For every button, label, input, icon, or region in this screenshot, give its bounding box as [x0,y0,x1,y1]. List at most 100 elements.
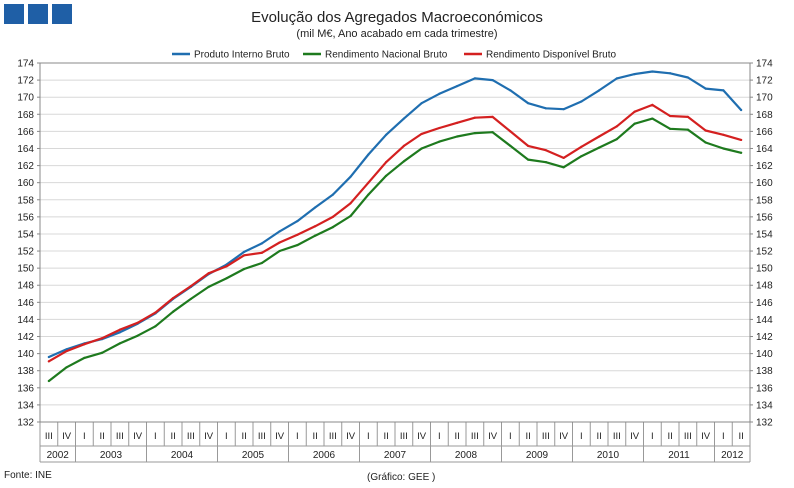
data-point-series-2 [580,155,583,158]
data-point-series-2 [331,226,334,229]
data-point-series-2 [83,356,86,359]
data-point-series-3 [651,103,654,106]
y-tick-label-left: 166 [17,127,34,138]
y-tick-label-left: 156 [17,212,34,223]
data-point-series-2 [633,122,636,125]
data-point-series-2 [367,193,370,196]
chart-title: Evolução dos Agregados Macroeconómicos [251,9,543,26]
data-point-series-1 [686,76,689,79]
year-label: 2012 [721,450,744,461]
quarter-label: I [651,431,654,442]
y-tick-label-right: 134 [756,400,773,411]
data-point-series-3 [562,156,565,159]
y-tick-label-left: 152 [17,247,34,258]
y-tick-label-left: 172 [17,76,34,87]
quarter-label: I [154,431,157,442]
y-tick-label-right: 146 [756,298,773,309]
data-point-series-3 [367,181,370,184]
y-tick-label-left: 132 [17,418,34,429]
data-point-series-1 [669,72,672,75]
data-point-series-2 [101,351,104,354]
data-point-series-1 [722,89,725,92]
y-tick-label-right: 144 [756,315,773,326]
data-point-series-2 [118,342,121,345]
data-point-series-3 [509,130,512,133]
y-tick-label-left: 150 [17,264,34,275]
data-point-series-1 [260,242,263,245]
data-point-series-1 [278,230,281,233]
data-point-series-1 [349,175,352,178]
data-point-series-2 [562,166,565,169]
data-point-series-2 [456,135,459,138]
data-point-series-2 [651,117,654,120]
data-point-series-3 [420,132,423,136]
data-point-series-2 [669,127,672,130]
data-point-series-3 [65,349,68,353]
quarter-label: III [613,431,621,442]
quarter-label: III [187,431,195,442]
y-tick-label-left: 136 [17,383,34,394]
data-point-series-1 [491,78,494,82]
quarter-label: IV [701,431,711,442]
y-tick-label-right: 166 [756,127,773,138]
data-point-series-1 [118,331,121,334]
data-point-series-1 [420,102,423,105]
data-point-series-1 [314,206,317,209]
y-tick-label-left: 134 [17,400,34,411]
data-point-series-2 [172,310,175,313]
data-point-series-3 [598,135,601,138]
quarter-label: IV [275,431,285,442]
data-point-series-3 [349,202,352,205]
quarter-label: I [225,431,228,442]
quarter-label: II [99,431,104,442]
y-tick-label-left: 144 [17,315,34,326]
data-point-series-1 [544,107,547,110]
data-point-series-1 [509,89,512,92]
data-point-series-2 [349,214,352,218]
data-point-series-1 [580,100,583,103]
y-axis-right: 132 134 136 138 140 142 144 146 148 150 152 154 156 1… [756,59,773,429]
quarter-label: III [329,431,337,442]
data-point-series-1 [438,92,441,95]
y-tick-label-right: 150 [756,264,773,275]
data-point-series-3 [83,343,86,346]
y-gridlines [37,62,753,423]
y-tick-label-right: 164 [756,144,773,155]
data-point-series-3 [473,116,476,119]
year-label: 2002 [47,450,70,461]
y-tick-label-left: 162 [17,161,34,172]
y-tick-label-left: 154 [17,229,34,240]
quarter-label: III [258,431,266,442]
data-point-series-2 [544,161,547,164]
quarter-label: IV [204,431,214,442]
data-point-series-2 [420,147,423,150]
data-point-series-3 [278,241,281,244]
data-point-series-1 [296,220,299,223]
y-tick-label-left: 146 [17,298,34,309]
data-point-series-1 [456,84,459,88]
plot-area-frame [39,62,751,423]
y-tick-label-right: 156 [756,212,773,223]
y-tick-label-left: 164 [17,144,34,155]
y-tick-label-left: 148 [17,281,34,292]
quarter-label: II [454,431,459,442]
data-point-series-3 [47,360,50,363]
x-axis: III IV I II III IV I II III IV I II III IV I II III IV I II… [39,422,751,463]
quarter-label: III [542,431,550,442]
year-label: 2006 [313,450,336,461]
year-label: 2005 [242,450,265,461]
y-tick-label-left: 160 [17,178,34,189]
quarter-label: I [509,431,512,442]
data-point-series-2 [314,234,317,237]
data-point-series-3 [402,144,405,148]
y-tick-label-right: 174 [756,59,773,70]
data-point-series-2 [189,297,192,301]
data-point-series-3 [172,296,175,300]
quarter-label: I [83,431,86,442]
data-point-series-1 [243,250,246,254]
data-point-series-2 [385,174,388,177]
quarter-label: IV [133,431,143,442]
data-point-series-3 [118,328,121,331]
quarter-label: III [45,431,53,442]
legend-label-2: Rendimento Nacional Bruto [325,50,448,61]
